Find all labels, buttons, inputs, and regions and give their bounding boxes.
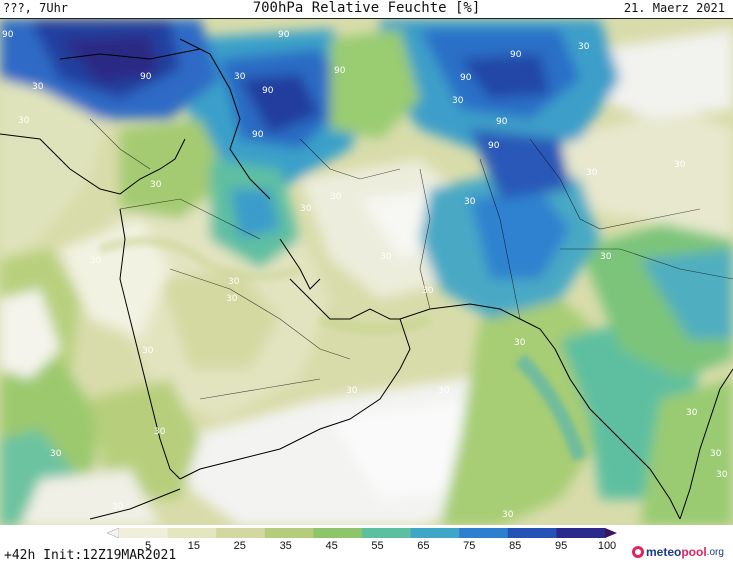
contour-label: 30 [438,386,450,396]
colorbar [107,528,617,538]
borders [89,118,733,400]
colorbar-segment [264,528,314,538]
contour-label: 30 [228,277,240,287]
contour-label: 30 [502,510,514,520]
contour-label: 90 [496,117,508,127]
colorbar-tick-label: 65 [417,540,430,552]
contour-label: 30 [18,116,30,126]
contour-label: 30 [226,294,238,304]
colorbar-arrow-right [605,528,617,538]
logo-icon [632,546,644,558]
logo-tld: .org [706,546,724,558]
colorbar-tick-label: 45 [325,540,338,552]
contour-label: 90 [140,72,152,82]
header: ???, 7Uhr 700hPa Relative Feuchte [%] 21… [0,0,733,18]
colorbar-tick-label: 85 [509,540,522,552]
colorbar-segment [362,528,412,538]
meteopool-logo: meteo pool .org [632,545,724,559]
contour-label: 30 [90,256,102,266]
contour-label: 30 [422,286,434,296]
contour-label: 30 [234,72,246,82]
contour-labels: 90 90 90 90 90 90 90 90 90 90 30 30 30 3… [2,30,728,520]
contour-label: 90 [262,86,274,96]
contour-label: 30 [112,502,124,512]
logo-main: meteo [646,545,682,559]
humidity-field [0,19,733,526]
logo-accent: pool [681,545,707,559]
map-title: 700hPa Relative Feuchte [%] [252,0,481,16]
colorbar-tick-label: 15 [187,540,201,552]
colorbar-tick-label: 75 [463,540,476,552]
contour-label: 30 [514,338,526,348]
contour-label: 90 [278,30,290,40]
contour-label: 30 [716,470,728,480]
forecast-date: 21. Maerz 2021 [623,1,725,15]
colorbar-segment [507,528,557,538]
contour-label: 30 [380,252,392,262]
contour-label: 30 [464,197,476,207]
colorbar-tick-label: 35 [279,540,292,552]
colorbar-segment [556,528,606,538]
contour-label: 90 [488,141,500,151]
contour-label: 90 [334,66,346,76]
contour-label: 30 [142,346,154,356]
contour-label: 30 [50,449,62,459]
contour-label: 30 [452,96,464,106]
contour-label: 90 [510,50,522,60]
contour-label: 30 [346,386,358,396]
contour-label: 90 [460,73,472,83]
contour-label: 30 [578,42,590,52]
colorbar-tick-label: 25 [233,540,246,552]
colorbar-segment [410,528,460,538]
colorbar-tick-label: 5 [144,540,152,552]
contour-label: 30 [586,168,598,178]
contour-label: 30 [674,160,686,170]
contour-label: 30 [300,204,312,214]
contour-label: 30 [710,449,722,459]
contour-label: 30 [154,427,166,437]
colorbar-segment [167,528,217,538]
contour-label: 90 [2,30,14,40]
colorbar-tick-label: 95 [554,540,568,552]
colorbar-arrow-left [107,528,120,538]
colorbar-tick-label: 100 [597,540,617,552]
colorbar-segment [119,528,169,538]
run-info: +42h Init:12Z19MAR2021 [4,548,177,563]
colorbar-segment [459,528,509,538]
contour-label: 30 [600,252,612,262]
contour-label: 30 [150,180,162,190]
humidity-map: 90 90 90 90 90 90 90 90 90 90 30 30 30 3… [0,18,733,526]
colorbar-segment [216,528,266,538]
contour-label: 30 [32,82,44,92]
coastlines [0,38,733,520]
contour-label: 30 [330,192,342,202]
contour-label: 30 [686,408,698,418]
field-detail [98,236,587,462]
contour-label: 90 [252,130,264,140]
colorbar-tick-label: 55 [371,540,384,552]
valid-time: ???, 7Uhr [3,1,69,15]
colorbar-segment [313,528,363,538]
